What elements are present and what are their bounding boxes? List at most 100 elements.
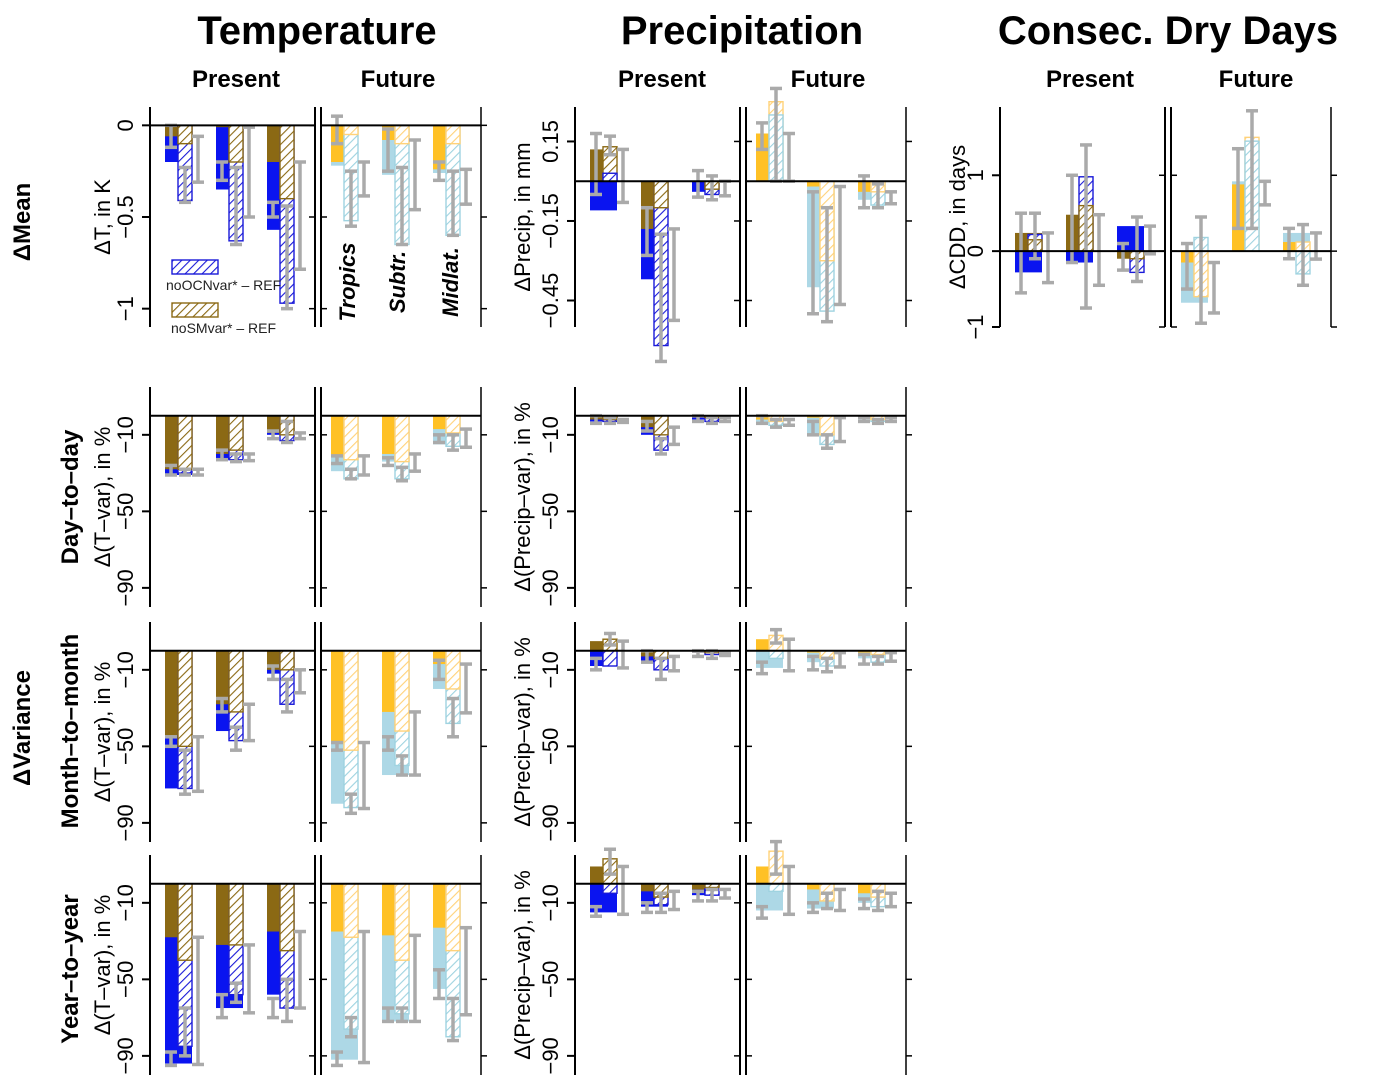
- y-axis-label: ΔPrecip, in mm: [510, 142, 535, 291]
- y-tick-label: −10: [113, 651, 138, 688]
- y-tick-label: −50: [538, 728, 563, 765]
- bar-nosmvar-hatched: [228, 882, 244, 946]
- legend-label-ocn: noOCNvar* – REF: [166, 277, 281, 293]
- bar-nosmvar-hatched: [394, 882, 410, 961]
- bar-noocnvar-hatched: [768, 882, 784, 893]
- bar-nosmvar-hatched: [177, 414, 193, 470]
- y-axis-label: Δ(T–var), in %: [90, 662, 115, 803]
- row-group-label-variance: ΔVariance: [9, 670, 36, 786]
- period-label-future: Future: [791, 66, 866, 93]
- y-axis-label: Δ(Precip–var), in %: [510, 637, 535, 827]
- region-label-subtropics: Subtr.: [385, 251, 410, 313]
- y-axis-label: ΔCDD, in days: [945, 145, 970, 289]
- y-axis-label: ΔT, in K: [90, 179, 115, 255]
- y-tick-label: −90: [538, 1037, 563, 1074]
- bar-nosmvar-hatched: [228, 124, 244, 163]
- panel-temp-day: −10 −50 −90Δ(T–var), in %: [90, 387, 487, 607]
- bar-nosmvar-hatched: [343, 882, 359, 938]
- y-tick-label: −90: [538, 569, 563, 606]
- bar-nosmvar-hatched: [279, 882, 295, 952]
- bar-nosmvar-hatched: [177, 649, 193, 748]
- bar-nosmvar-hatched: [279, 124, 295, 200]
- bar-nosmvar-hatched: [177, 882, 193, 961]
- y-tick-label: 0.15: [538, 120, 563, 163]
- y-tick-label: −50: [538, 961, 563, 998]
- row-label-month-to-month: Month–to–month: [57, 634, 84, 829]
- bar-noocn: [1066, 251, 1093, 263]
- period-label-present: Present: [192, 66, 280, 93]
- bar-noocnvar-hatched: [768, 649, 784, 660]
- y-tick-label: −90: [113, 569, 138, 606]
- column-title-cdd: Consec. Dry Days: [998, 9, 1338, 53]
- bar-nosmvar-hatched: [445, 414, 461, 434]
- bar-noocnvar-hatched: [602, 649, 618, 667]
- panel-precip-month: −10 −50 −90Δ(Precip–var), in %: [510, 622, 912, 842]
- period-label-present: Present: [618, 66, 706, 93]
- bar-nosmvar-hatched: [177, 124, 193, 145]
- bar-nosmvar-hatched: [653, 414, 669, 436]
- y-tick-label: −10: [538, 884, 563, 921]
- column-title-temperature: Temperature: [197, 9, 436, 53]
- bar-nosmvar-hatched: [279, 649, 295, 671]
- panel-temp-mean: 0 −0.5 −1 ΔT, in K: [90, 107, 487, 327]
- y-tick-label: −10: [538, 416, 563, 453]
- y-axis-label: Δ(T–var), in %: [90, 427, 115, 568]
- y-tick-label: 0: [113, 119, 138, 131]
- y-tick-label: −90: [113, 804, 138, 841]
- y-tick-label: 1: [963, 169, 988, 181]
- bar-noocnvar-hatched: [602, 172, 618, 182]
- period-label-future: Future: [361, 66, 436, 93]
- y-tick-label: −90: [538, 804, 563, 841]
- bar-noocn: [1015, 251, 1042, 273]
- bar-nosmvar-hatched: [394, 414, 410, 463]
- region-label-midlatitudes: Midlat.: [438, 247, 463, 317]
- panel-cdd-mean: 1 0 −1 ΔCDD, in days: [945, 107, 1337, 340]
- legend-label-sm: noSMvar* – REF: [171, 320, 276, 336]
- y-tick-label: −0.5: [113, 195, 138, 238]
- bar-noocnvar-hatched: [602, 882, 618, 894]
- bar-nosmvar-hatched: [343, 649, 359, 751]
- region-label-tropics: Tropics: [335, 242, 360, 321]
- bar-nosmvar-hatched: [394, 649, 410, 732]
- panel-temp-month: −10 −50 −90Δ(T–var), in %: [90, 622, 487, 842]
- panel-precip-day: −10 −50 −90Δ(Precip–var), in %: [510, 387, 912, 607]
- bar-nosmvar-hatched: [343, 124, 359, 136]
- period-label-present: Present: [1046, 66, 1134, 93]
- y-tick-label: −0.15: [538, 193, 563, 249]
- bar-nosmvar-hatched: [394, 124, 410, 145]
- bar-nosmvar-hatched: [653, 180, 669, 209]
- bar-nosmvar-hatched: [445, 124, 461, 145]
- legend: noOCNvar* – REF noSMvar* – REF: [166, 259, 281, 336]
- column-title-precipitation: Precipitation: [621, 9, 863, 53]
- y-tick-label: −50: [113, 493, 138, 530]
- period-label-future: Future: [1219, 66, 1294, 93]
- bar-nosmvar-hatched: [228, 414, 244, 451]
- bar-nosmvar-hatched: [445, 882, 461, 952]
- y-tick-label: −10: [113, 884, 138, 921]
- y-axis-label: Δ(T–var), in %: [90, 895, 115, 1036]
- bar-noocn: [1117, 226, 1144, 252]
- y-tick-label: −10: [538, 651, 563, 688]
- y-tick-label: −50: [113, 961, 138, 998]
- bar-nosmvar-hatched: [343, 414, 359, 461]
- y-axis-label: Δ(Precip–var), in %: [510, 402, 535, 592]
- legend-swatch-ocn: [171, 259, 219, 275]
- bar-nosmvar-hatched: [819, 414, 835, 436]
- y-tick-label: −1: [113, 296, 138, 321]
- y-tick-label: −1: [963, 314, 988, 339]
- legend-swatch-sm: [171, 302, 219, 318]
- row-label-year-to-year: Year–to–year: [57, 894, 84, 1043]
- panel-temp-year: −10 −50 −90Δ(T–var), in %: [90, 855, 487, 1075]
- bar-nosmvar-hatched: [445, 649, 461, 690]
- bar-nosmvar-hatched: [228, 649, 244, 713]
- y-tick-label: −0.45: [538, 273, 563, 329]
- y-tick-label: −10: [113, 416, 138, 453]
- row-label-day-to-day: Day–to–day: [57, 429, 84, 564]
- panel-precip-year: −10 −50 −90Δ(Precip–var), in %: [510, 839, 912, 1075]
- row-group-label-mean: ΔMean: [9, 183, 36, 262]
- y-axis-label: Δ(Precip–var), in %: [510, 870, 535, 1060]
- y-tick-label: −90: [113, 1037, 138, 1074]
